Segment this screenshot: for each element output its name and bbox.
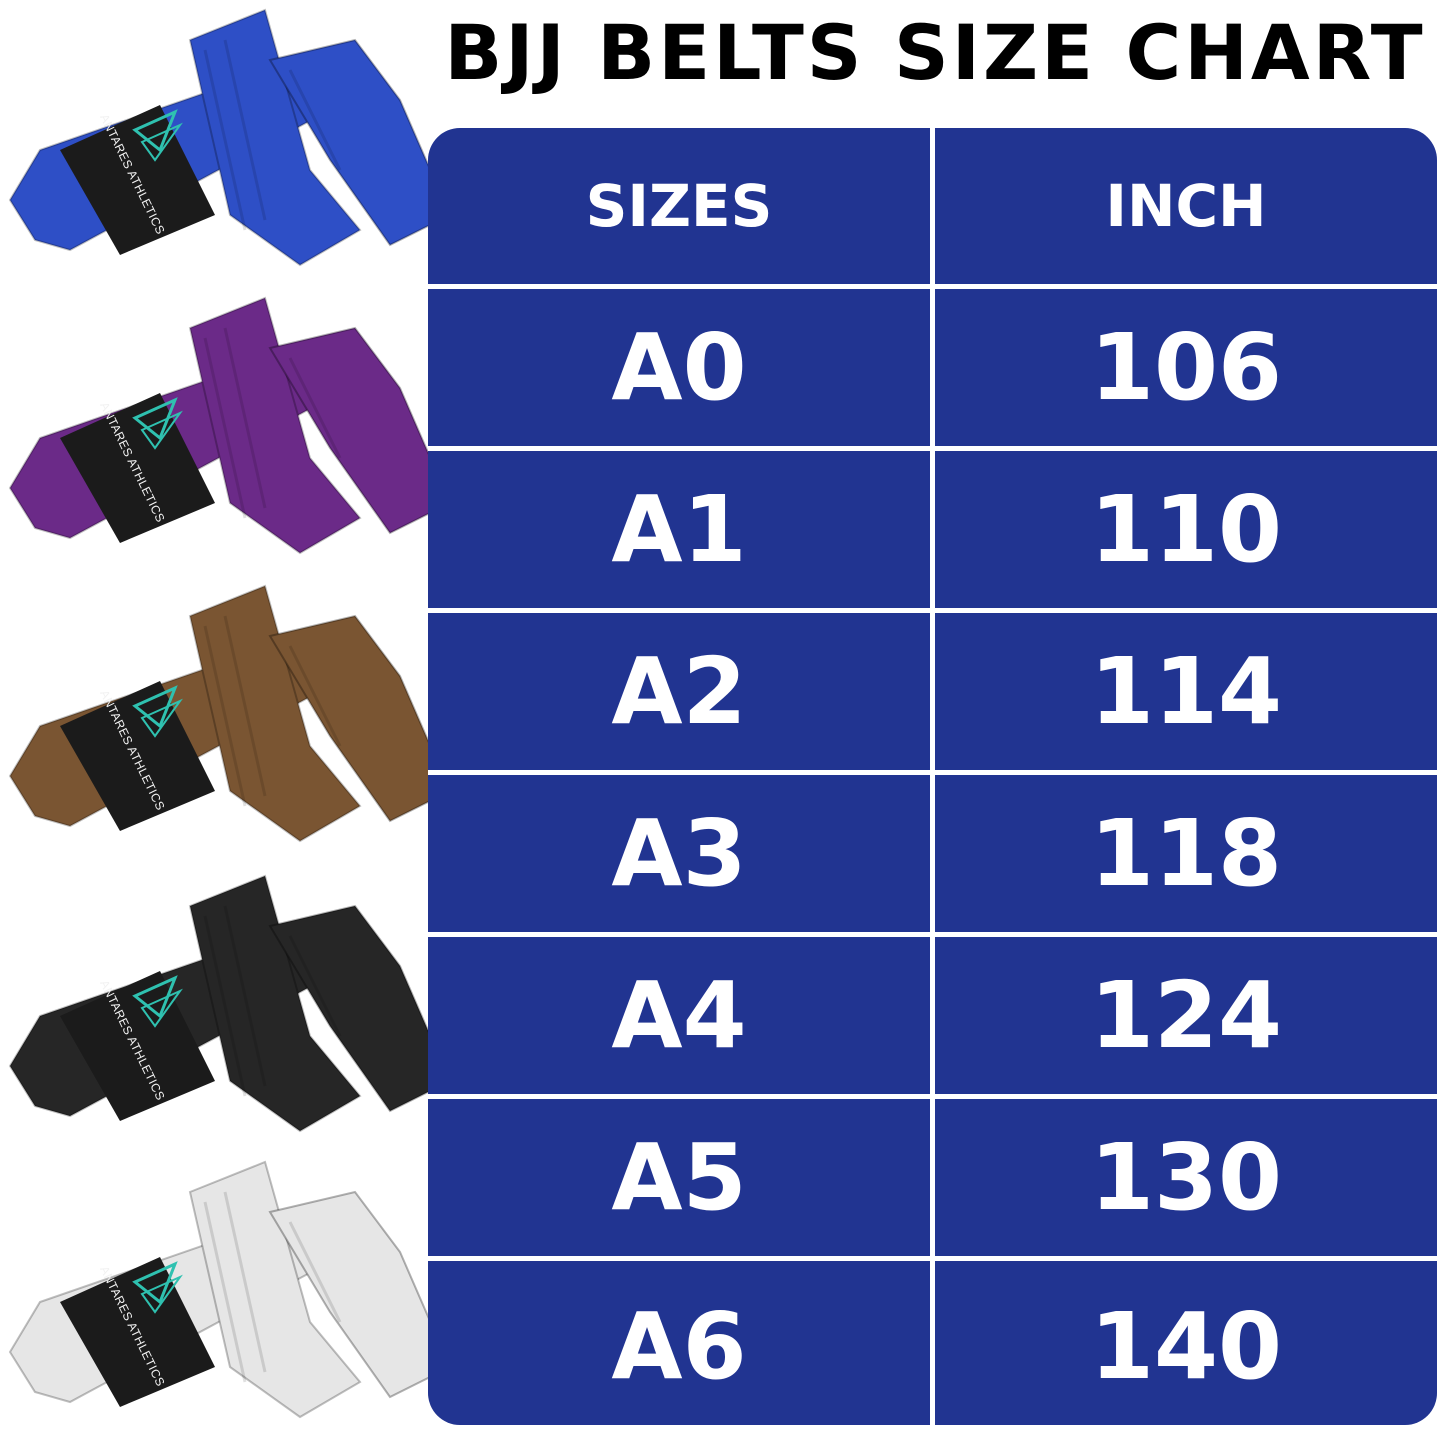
inch-cell: 118 <box>935 775 1437 932</box>
inch-cell: 130 <box>935 1099 1437 1256</box>
size-table: SIZES INCH A0 106 A1 110 A2 114 A3 118 A4 124 A5 13… <box>428 128 1437 1425</box>
size-cell: A0 <box>428 289 930 446</box>
brand-logo-icon <box>132 685 183 738</box>
belt-purple-image: ANTARES ATHLETICS <box>0 288 455 573</box>
inch-cell: 106 <box>935 289 1437 446</box>
brand-logo-icon <box>132 397 183 450</box>
inch-cell: 114 <box>935 613 1437 770</box>
belt-brown-image: ANTARES ATHLETICS <box>0 576 455 861</box>
size-cell: A4 <box>428 937 930 1094</box>
size-cell: A6 <box>428 1261 930 1425</box>
size-cell: A2 <box>428 613 930 770</box>
column-header-inch: INCH <box>935 128 1437 284</box>
inch-cell: 140 <box>935 1261 1437 1425</box>
size-cell: A1 <box>428 451 930 608</box>
belt-blue-image: ANTARES ATHLETICS <box>0 0 455 285</box>
size-cell: A3 <box>428 775 930 932</box>
belt-black-image: ANTARES ATHLETICS <box>0 866 455 1151</box>
column-header-sizes: SIZES <box>428 128 930 284</box>
brand-logo-icon <box>132 109 183 162</box>
brand-logo-icon <box>132 975 183 1028</box>
belt-white-image: ANTARES ATHLETICS <box>0 1152 455 1437</box>
size-cell: A5 <box>428 1099 930 1256</box>
inch-cell: 124 <box>935 937 1437 1094</box>
page-title: BJJ BELTS SIZE CHART <box>444 8 1426 97</box>
brand-logo-icon <box>132 1261 183 1314</box>
inch-cell: 110 <box>935 451 1437 608</box>
